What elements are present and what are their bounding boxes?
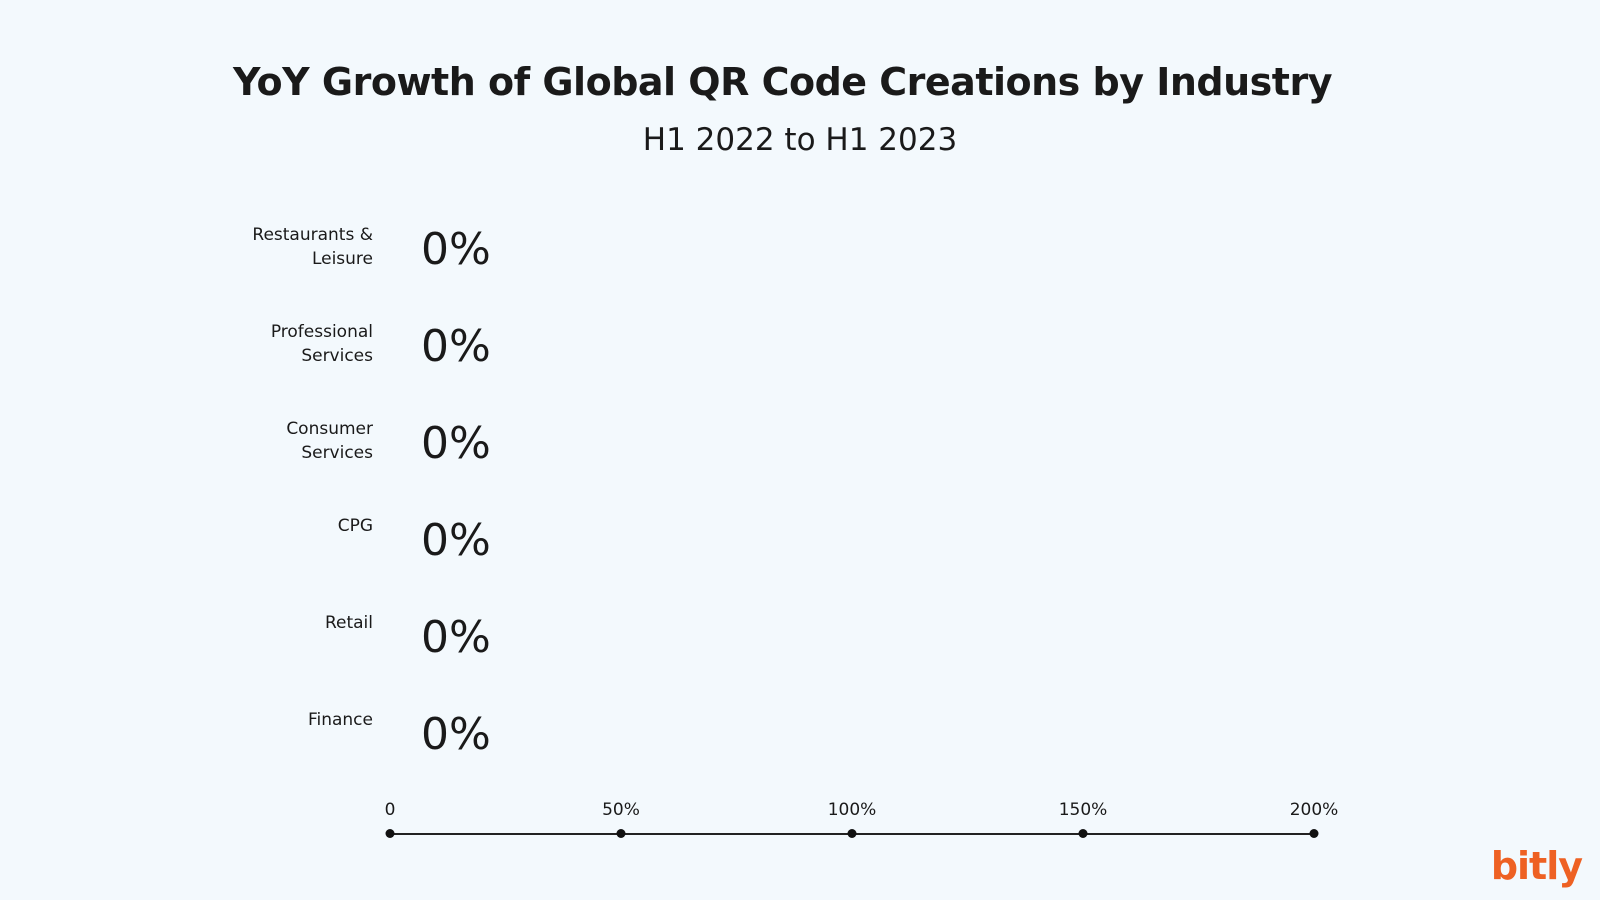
category-label: Finance (173, 708, 373, 732)
x-tick-mark (385, 829, 395, 838)
chart-subtitle: H1 2022 to H1 2023 (642, 122, 958, 158)
x-tick-mark (616, 829, 626, 838)
category-label-line: Finance (307, 710, 373, 730)
x-tick-label: 0 (384, 800, 396, 820)
category-label-line: Consumer (286, 419, 373, 439)
chart-title: YoY Growth of Global QR Code Creations b… (233, 60, 1332, 104)
value-label: 0% (421, 709, 491, 760)
bitly-logo: bitly (1490, 844, 1583, 888)
value-label: 0% (421, 224, 491, 275)
value-label: 0% (421, 321, 491, 372)
category-label-line: Restaurants & (252, 225, 373, 245)
category-label-line: Retail (324, 613, 373, 633)
category-label: CPG (173, 514, 373, 538)
category-label-line: Professional (270, 322, 373, 342)
value-label: 0% (421, 418, 491, 469)
x-tick-mark (1078, 829, 1088, 838)
category-label: Restaurants & Leisure (173, 223, 373, 271)
category-label: Professional Services (173, 320, 373, 368)
category-label-line: Leisure (311, 249, 373, 269)
x-tick-mark (1309, 829, 1319, 838)
x-tick-label: 50% (602, 800, 640, 820)
category-label-line: Services (301, 443, 373, 463)
category-label-line: Services (301, 346, 373, 366)
x-tick-label: 200% (1289, 800, 1339, 820)
value-label: 0% (421, 612, 491, 663)
x-tick-mark (847, 829, 857, 838)
value-label: 0% (421, 515, 491, 566)
x-tick-label: 150% (1058, 800, 1108, 820)
category-label-line: CPG (337, 516, 373, 536)
category-label: Retail (173, 611, 373, 635)
category-label: Consumer Services (173, 417, 373, 465)
x-tick-label: 100% (827, 800, 877, 820)
